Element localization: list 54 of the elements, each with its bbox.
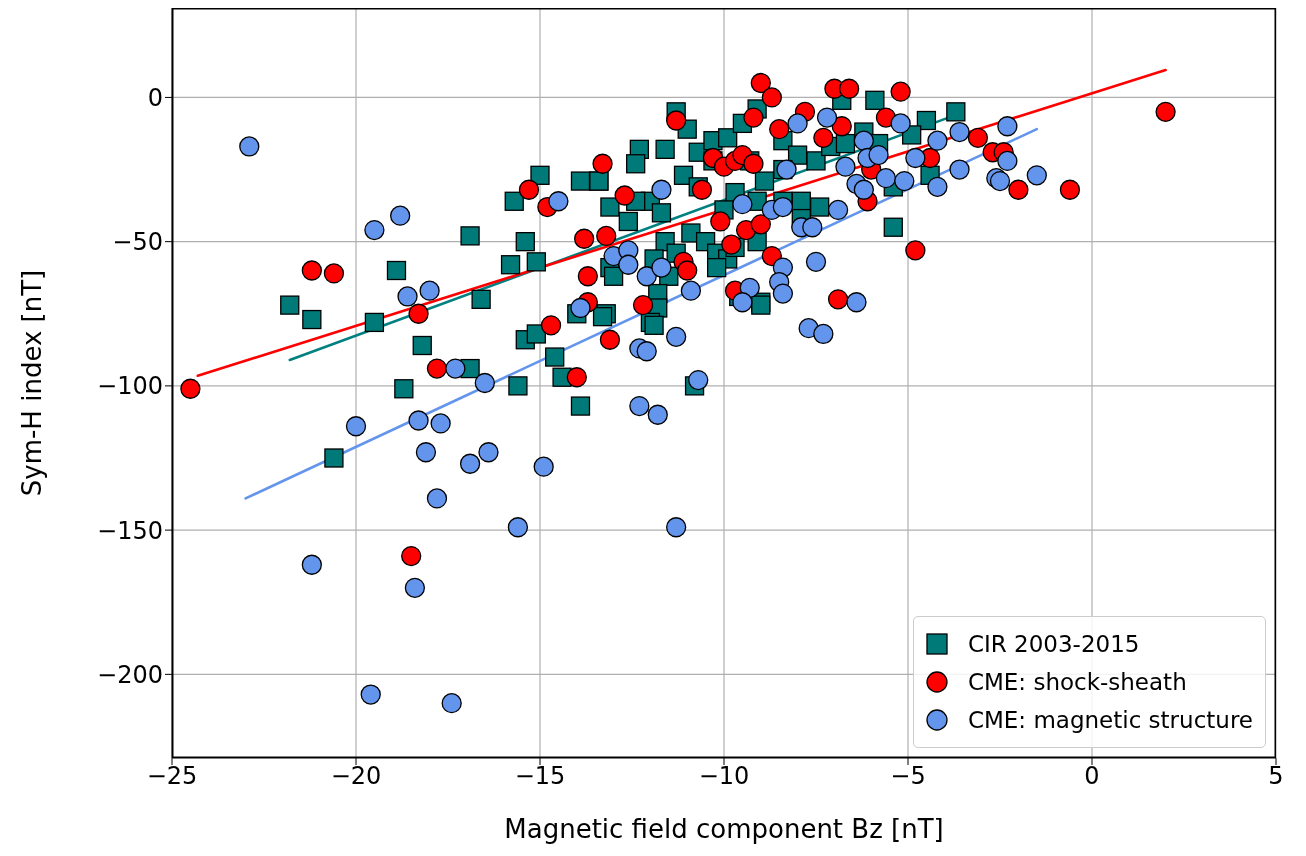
x-tick-label: 5 — [1268, 762, 1284, 791]
point — [426, 358, 448, 379]
point — [566, 367, 587, 388]
point — [831, 116, 852, 137]
point — [890, 81, 911, 102]
y-tick-label: −100 — [97, 372, 163, 401]
point — [967, 127, 989, 148]
legend-label: CME: shock-sheath — [967, 668, 1187, 697]
point — [540, 315, 562, 336]
point — [838, 78, 860, 99]
legend-label: CME: magnetic structure — [967, 706, 1253, 735]
y-axis-title: Sym-H index [nT] — [17, 269, 48, 497]
point — [710, 211, 731, 232]
point — [632, 294, 654, 316]
legend-label: CIR 2003-2015 — [967, 630, 1140, 659]
x-tick-label: −25 — [146, 762, 198, 791]
point — [677, 260, 698, 281]
point — [180, 378, 201, 399]
x-tick-label: −15 — [514, 762, 566, 791]
point — [666, 110, 687, 131]
y-tick-label: −150 — [97, 516, 163, 545]
point — [1008, 179, 1029, 200]
y-tick-label: −200 — [97, 660, 163, 689]
point — [408, 303, 429, 324]
point — [301, 260, 322, 281]
point — [721, 234, 742, 255]
point — [1155, 101, 1176, 122]
point — [1059, 179, 1081, 200]
point — [614, 185, 635, 206]
point — [827, 289, 849, 310]
point — [750, 214, 771, 235]
point — [592, 153, 613, 174]
x-tick-label: −20 — [330, 762, 382, 791]
point — [691, 179, 713, 200]
point — [750, 72, 771, 94]
x-tick-label: 0 — [1084, 762, 1100, 791]
point — [596, 225, 617, 247]
point — [769, 119, 790, 140]
point — [743, 153, 764, 174]
point — [743, 107, 764, 128]
y-tick-label: 0 — [147, 83, 163, 112]
x-axis-title: Magnetic field component Bz [nT] — [504, 814, 944, 844]
point — [323, 263, 345, 284]
point — [761, 87, 782, 108]
point — [905, 240, 926, 261]
point — [813, 127, 834, 148]
point — [518, 179, 540, 200]
x-tick-label: −10 — [698, 762, 750, 791]
point — [599, 329, 621, 350]
point — [574, 228, 595, 249]
y-tick-label: −50 — [112, 228, 163, 257]
point — [401, 545, 422, 567]
point — [577, 266, 598, 287]
x-tick-label: −5 — [890, 762, 926, 791]
